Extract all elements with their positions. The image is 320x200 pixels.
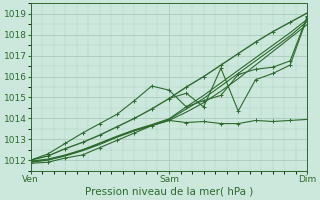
- X-axis label: Pression niveau de la mer( hPa ): Pression niveau de la mer( hPa ): [85, 187, 253, 197]
